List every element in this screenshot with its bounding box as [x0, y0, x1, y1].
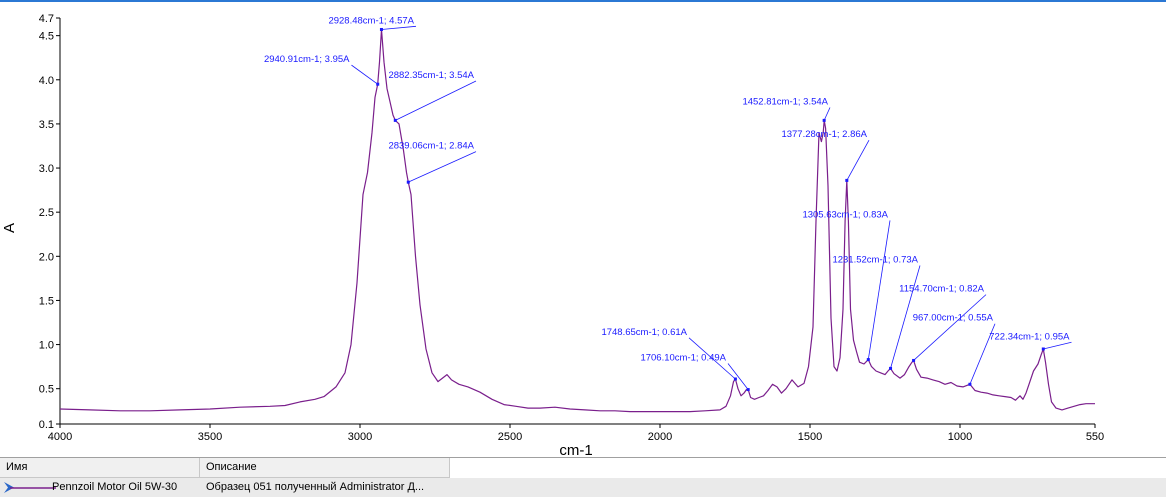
annotation-label-5: 1377.28cm-1; 2.86A [781, 129, 867, 140]
x-axis-label: cm-1 [559, 442, 592, 457]
legend-row-description: Образец 051 полученный Administrator Д..… [206, 481, 425, 493]
legend-row-marker [4, 482, 56, 493]
legend-row-name: Pennzoil Motor Oil 5W-30 [52, 481, 178, 493]
annotation-marker-3 [406, 180, 410, 184]
ticks: 4000 3500 3000 2500 2000 1500 1000 550 0.1 0.5 1.0… [39, 13, 1104, 443]
legend-col-description[interactable]: Описание [200, 458, 450, 477]
annotation-label-12: 1706.10cm-1; 0.49A [640, 352, 726, 363]
annotation-label-7: 1231.52cm-1; 0.73A [832, 254, 918, 265]
x-tick-label-4: 2000 [648, 431, 672, 443]
annotation-leader-9 [969, 323, 996, 385]
annotation-marker-11 [733, 377, 737, 381]
annotation-leader-8 [913, 294, 987, 361]
annotation-marker-7 [889, 366, 893, 370]
y-tick-label-1: 0.5 [39, 384, 54, 396]
annotation-leader-0 [381, 25, 417, 30]
annotation-leader-3 [408, 151, 477, 183]
x-tick-label-7: 550 [1086, 431, 1104, 443]
annotation-label-3: 2839.06cm-1; 2.84A [388, 141, 474, 152]
annotation-leader-6 [867, 220, 891, 360]
annotation-marker-8 [912, 358, 916, 362]
series-line-0 [59, 28, 1095, 413]
annotation-leader-11 [688, 337, 736, 380]
annotation-label-6: 1305.63cm-1; 0.83A [802, 209, 888, 220]
annotation-marker-6 [866, 358, 870, 362]
annotation-marker-12 [746, 388, 750, 392]
legend-table: Имя Описание Pennzoil Motor Oil 5W-30 Об… [0, 457, 1166, 498]
annotation-marker-1 [376, 82, 380, 86]
annotation-marker-9 [968, 382, 972, 386]
annotation-leader-5 [846, 139, 870, 181]
annotation-label-9: 967.00cm-1; 0.55A [913, 313, 994, 324]
x-tick-label-1: 3500 [198, 431, 222, 443]
annotation-leader-1 [351, 64, 378, 85]
annotations: 2928.48cm-1; 4.57A 2940.91cm-1; 3.95A 2882… [264, 15, 1072, 392]
x-tick-label-2: 3000 [348, 431, 372, 443]
window-top-border [0, 0, 1166, 2]
annotation-marker-4 [822, 118, 826, 122]
annotation-marker-10 [1041, 347, 1045, 351]
x-tick-label-6: 1000 [948, 431, 972, 443]
y-tick-label-6: 3.0 [39, 163, 54, 175]
y-tick-label-0: 0.1 [39, 419, 54, 431]
annotation-label-1: 2940.91cm-1; 3.95A [264, 54, 350, 65]
annotation-label-10: 722.34cm-1; 0.95A [989, 331, 1070, 342]
annotation-label-2: 2882.35cm-1; 3.54A [388, 70, 474, 81]
x-tick-label-5: 1500 [798, 431, 822, 443]
spectrum-chart: 4000 3500 3000 2500 2000 1500 1000 550 0.1 0.5 1.0… [1, 13, 1104, 457]
axes [59, 18, 1095, 425]
y-tick-label-5: 2.5 [39, 207, 54, 219]
annotation-marker-2 [393, 118, 397, 122]
y-tick-label-8: 4.0 [39, 75, 54, 87]
legend-header: Имя Описание [0, 458, 450, 478]
series-group [59, 28, 1095, 413]
y-tick-label-3: 1.5 [39, 295, 54, 307]
annotation-label-4: 1452.81cm-1; 3.54A [742, 96, 828, 107]
annotation-leader-12 [727, 363, 749, 390]
annotation-label-0: 2928.48cm-1; 4.57A [328, 15, 414, 26]
annotation-leader-10 [1043, 341, 1072, 350]
y-tick-label-10: 4.7 [39, 13, 54, 25]
x-tick-label-3: 2500 [498, 431, 522, 443]
legend-row[interactable]: Pennzoil Motor Oil 5W-30 Образец 051 пол… [0, 478, 1166, 497]
annotation-leader-2 [395, 80, 477, 121]
y-tick-label-7: 3.5 [39, 119, 54, 131]
annotation-marker-0 [379, 27, 383, 31]
annotation-label-8: 1154.70cm-1; 0.82A [899, 284, 985, 295]
x-tick-label-0: 4000 [48, 431, 72, 443]
y-axis-label: A [1, 223, 18, 233]
y-tick-label-2: 1.0 [39, 340, 54, 352]
legend-col-name[interactable]: Имя [0, 458, 200, 477]
annotation-marker-5 [845, 178, 849, 182]
y-tick-label-9: 4.5 [39, 31, 54, 43]
annotation-label-11: 1748.65cm-1; 0.61A [601, 327, 687, 338]
y-tick-label-4: 2.0 [39, 251, 54, 263]
annotation-leader-7 [890, 265, 921, 369]
arrow-right-icon [4, 482, 14, 493]
annotation-leader-4 [823, 107, 831, 121]
